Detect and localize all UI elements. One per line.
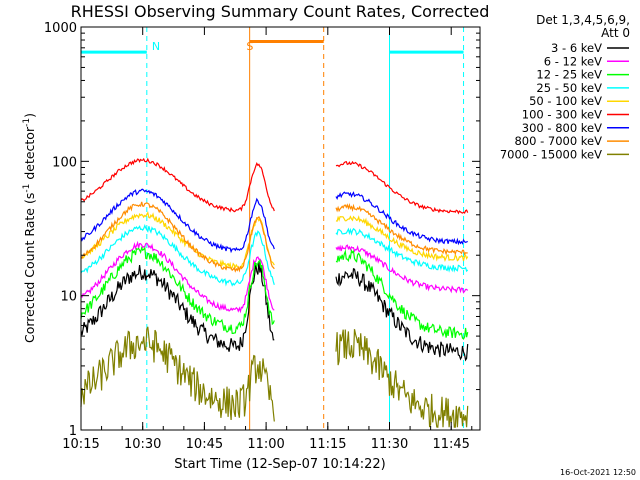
y-tick-label: 1000 (44, 21, 77, 36)
legend-label: 7000 - 15000 keV (500, 147, 602, 161)
x-tick-label: 10:30 (124, 437, 161, 452)
x-tick-label: 11:45 (432, 437, 469, 452)
y-axis-label: Corrected Count Rate (s-1 detector-1) (22, 113, 37, 343)
series-line-3-6keV (80, 262, 275, 352)
series-line-100-300keV (335, 160, 469, 215)
y-axis-label-part: detector (22, 126, 37, 184)
series-line-12-25keV (80, 246, 275, 334)
chart-title: RHESSI Observing Summary Count Rates, Co… (71, 2, 490, 21)
legend-header-line: Att 0 (601, 26, 630, 40)
series-line-300-800keV (80, 188, 275, 254)
y-tick-label: 100 (52, 155, 77, 170)
legend-label: 12 - 25 keV (536, 68, 602, 82)
y-tick-label: 10 (60, 290, 77, 305)
y-axis-label-part: Corrected Count Rate (s (22, 193, 37, 343)
series-line-25-50keV (335, 227, 469, 273)
y-tick-label: 1 (69, 424, 77, 439)
legend-label: 100 - 300 keV (522, 108, 602, 122)
annotation-n-label: N (152, 40, 160, 53)
y-axis-label-superscript: -1 (22, 184, 32, 193)
series-line-800-7000keV (80, 201, 275, 273)
series-line-50-100keV (80, 211, 275, 271)
x-tick-label: 11:00 (247, 437, 284, 452)
series-line-800-7000keV (335, 202, 468, 256)
series-line-300-800keV (335, 191, 468, 246)
x-tick-label: 10:15 (62, 437, 99, 452)
annotation-s-label: S (246, 40, 253, 53)
y-axis-label-part: ) (22, 113, 37, 118)
series-line-6-12keV (80, 240, 275, 314)
generated-timestamp: 16-Oct-2021 12:50 (560, 468, 636, 477)
x-tick-label: 11:30 (371, 437, 408, 452)
legend-header-line: Det 1,3,4,5,6,9, (536, 13, 630, 27)
series-line-12-25keV (335, 248, 469, 340)
legend-label: 6 - 12 keV (544, 54, 602, 68)
series-line-25-50keV (80, 223, 275, 287)
axes: 10:15 10:30 10:45 11:00 11:15 11:30 11:45 1 10 10… (44, 21, 480, 452)
legend-label: 3 - 6 keV (551, 41, 602, 55)
legend-label: 25 - 50 keV (536, 81, 602, 95)
series-line-50-100keV (335, 215, 469, 262)
y-axis-label-superscript: -1 (22, 118, 32, 127)
series-line-7000-15000keV (80, 326, 275, 422)
x-tick-label: 10:45 (186, 437, 223, 452)
legend-label: 300 - 800 keV (522, 121, 602, 135)
series-line-7000-15000keV (335, 329, 469, 428)
plot-frame (80, 26, 481, 431)
legend-label: 50 - 100 keV (529, 94, 602, 108)
series-line-100-300keV (80, 157, 275, 213)
legend-label: 800 - 7000 keV (514, 134, 602, 148)
x-axis-label: Start Time (12-Sep-07 10:14:22) (174, 457, 385, 472)
x-tick-label: 11:15 (309, 437, 346, 452)
series-line-6-12keV (335, 244, 469, 294)
series-line-3-6keV (335, 267, 469, 362)
